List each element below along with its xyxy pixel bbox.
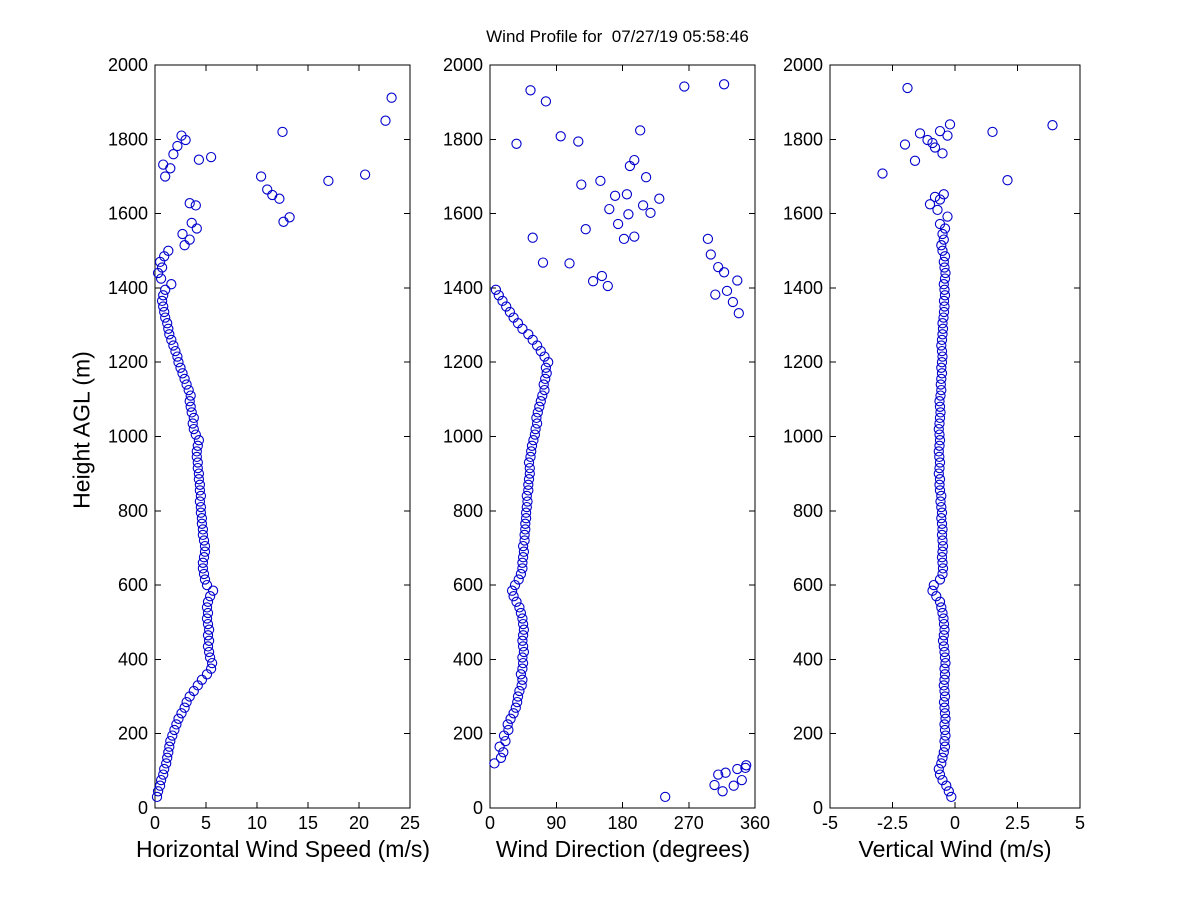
scatter-points-0 [151,92,397,803]
axes-box-2 [829,64,1081,809]
svg-text:200: 200 [118,724,148,744]
scatter-points-1 [489,79,752,803]
svg-text:0: 0 [473,798,483,818]
svg-text:400: 400 [118,649,148,669]
svg-text:600: 600 [793,575,823,595]
subplot-1: 0 90 180 270 360 0 200 400 600 800 1000 1200 1400 160… [443,55,770,833]
svg-text:1200: 1200 [783,352,823,372]
x-axis-label-vertical-wind: Vertical Wind (m/s) [858,836,1052,862]
svg-text:20: 20 [349,813,369,833]
svg-text:5: 5 [1075,813,1085,833]
svg-text:0: 0 [138,798,148,818]
svg-text:2.5: 2.5 [1005,813,1030,833]
svg-text:1800: 1800 [108,129,148,149]
svg-text:2000: 2000 [783,55,823,75]
svg-text:2000: 2000 [443,55,483,75]
subplot-0: 0 5 10 15 20 25 0 200 400 600 800 1000 1200 1400 1600 1… [108,55,420,833]
axes-box-1 [489,64,756,809]
svg-text:800: 800 [793,501,823,521]
axes-box-0 [154,64,411,809]
svg-text:2000: 2000 [108,55,148,75]
svg-text:0: 0 [813,798,823,818]
svg-text:-5: -5 [822,813,838,833]
svg-text:1400: 1400 [783,278,823,298]
svg-text:1600: 1600 [443,204,483,224]
svg-text:600: 600 [118,575,148,595]
svg-text:1800: 1800 [783,129,823,149]
svg-text:25: 25 [400,813,420,833]
svg-text:600: 600 [453,575,483,595]
svg-text:0: 0 [485,813,495,833]
svg-text:1400: 1400 [443,278,483,298]
subplot-2: -5 -2.5 0 2.5 5 0 200 400 600 800 1000 1200 1400 1600… [783,55,1085,833]
svg-text:200: 200 [793,724,823,744]
svg-text:800: 800 [453,501,483,521]
svg-text:1400: 1400 [108,278,148,298]
x-axis-label-wind-direction: Wind Direction (degrees) [495,836,751,862]
svg-text:1200: 1200 [108,352,148,372]
svg-text:1600: 1600 [783,204,823,224]
scatter-points-2 [877,82,1058,803]
svg-text:0: 0 [950,813,960,833]
svg-text:400: 400 [793,649,823,669]
svg-text:0: 0 [150,813,160,833]
svg-text:270: 270 [674,813,704,833]
svg-text:90: 90 [546,813,566,833]
svg-text:1000: 1000 [108,427,148,447]
svg-text:800: 800 [118,501,148,521]
svg-text:1600: 1600 [108,204,148,224]
svg-text:-2.5: -2.5 [877,813,908,833]
chart-title: Wind Profile for 07/27/19 05:58:46 [486,27,749,46]
svg-text:180: 180 [607,813,637,833]
svg-text:1800: 1800 [443,129,483,149]
x-axis-label-horizontal-wind-speed: Horizontal Wind Speed (m/s) [136,836,430,862]
svg-text:360: 360 [740,813,770,833]
svg-text:400: 400 [453,649,483,669]
svg-text:5: 5 [201,813,211,833]
svg-text:10: 10 [247,813,267,833]
svg-text:15: 15 [298,813,318,833]
svg-text:1000: 1000 [783,427,823,447]
svg-text:1200: 1200 [443,352,483,372]
svg-text:200: 200 [453,724,483,744]
svg-text:1000: 1000 [443,427,483,447]
